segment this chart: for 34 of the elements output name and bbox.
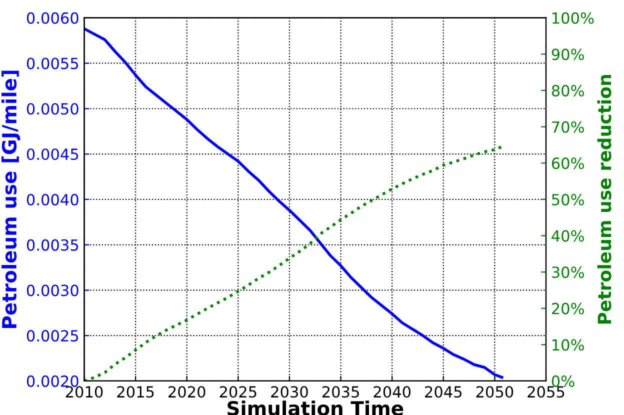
x-tick-label: 2015 [117, 386, 154, 398]
y-tick-label: 0.0060 [26, 12, 78, 24]
y-tick-label: 0.0030 [26, 284, 78, 296]
y-tick-label: 0.0025 [26, 330, 78, 342]
y2-tick-label: 90% [552, 48, 584, 60]
x-tick-label: 2055 [528, 386, 564, 398]
y2-tick-label: 100% [552, 12, 594, 24]
line-series [84, 27, 504, 379]
x-tick-label: 2010 [66, 386, 103, 398]
y-tick-label: 0.0050 [26, 103, 78, 115]
y2-tick-label: 60% [552, 158, 584, 170]
x-tick-label: 2045 [425, 386, 462, 398]
y2-tick-label: 50% [552, 194, 584, 206]
x-tick-label: 2040 [374, 386, 411, 398]
y-axis-title: Petroleum use [GJ/mile] [2, 70, 20, 328]
x-tick-label: 2030 [271, 386, 308, 398]
x-tick-label: 2050 [476, 386, 514, 398]
x-tick-label: 2035 [322, 386, 359, 398]
y-tick-label: 0.0040 [26, 194, 78, 206]
y-tick-label: 0.0055 [26, 58, 78, 70]
y2-axis-title: Petroleum use reduction [597, 74, 612, 324]
y2-tick-label: 40% [552, 230, 584, 242]
x-tick-label: 2025 [220, 386, 256, 398]
x-tick-label: 2020 [168, 386, 206, 398]
y2-tick-label: 10% [552, 339, 584, 351]
y2-tick-label: 30% [552, 266, 584, 278]
y2-tick-label: 70% [552, 121, 584, 133]
y2-tick-label: 0% [552, 375, 574, 387]
y-tick-label: 0.0020 [26, 375, 78, 387]
y-tick-label: 0.0035 [26, 239, 78, 251]
y-tick-label: 0.0045 [26, 148, 78, 160]
y2-tick-label: 20% [552, 302, 584, 314]
y2-tick-label: 80% [552, 84, 584, 96]
line-series [84, 145, 504, 381]
